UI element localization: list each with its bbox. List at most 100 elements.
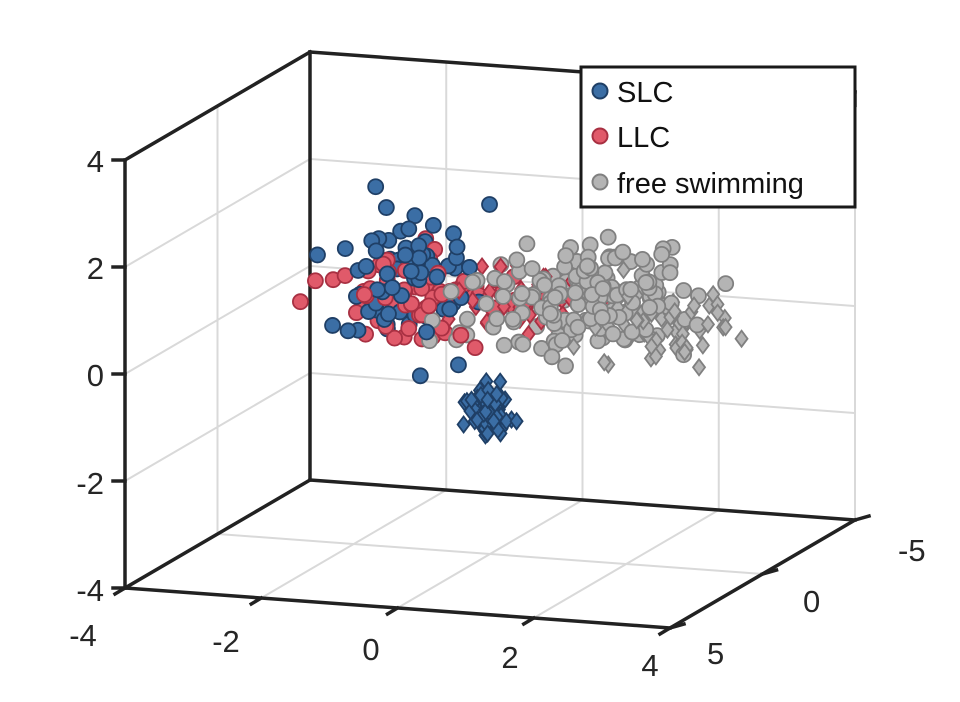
- data-point-free-swimming-diamond: [616, 260, 631, 280]
- data-point-slc: [424, 216, 442, 234]
- data-point-llc: [466, 339, 484, 357]
- data-point-free-swimming: [661, 264, 679, 282]
- tick-marks: [111, 158, 872, 637]
- data-point-slc: [428, 268, 446, 286]
- data-point-free-swimming-diamond: [677, 342, 692, 362]
- data-point-free-swimming: [518, 235, 536, 253]
- data-point-slc-diamond: [509, 411, 524, 431]
- legend-label-slc: SLC: [617, 77, 673, 109]
- data-point-free-swimming: [599, 228, 617, 246]
- z-tick-label-neg4: -4: [76, 573, 104, 608]
- legend-box: [579, 65, 857, 209]
- data-point-free-swimming: [496, 273, 513, 290]
- z-tick-label-4: 4: [87, 144, 104, 179]
- data-point-free-swimming: [514, 335, 532, 353]
- data-point-slc-diamond: [478, 402, 493, 422]
- data-point-free-swimming: [541, 305, 559, 323]
- data-point-slc: [396, 246, 414, 264]
- data-point-slc-diamond: [480, 424, 495, 444]
- data-point-free-swimming: [566, 284, 584, 302]
- data-point-slc-diamond: [456, 414, 471, 434]
- legend: SLC LLC free swimming: [579, 65, 857, 209]
- data-point-llc: [452, 326, 470, 344]
- data-point-llc-diamond: [474, 256, 490, 276]
- data-point-free-swimming-diamond: [700, 314, 716, 334]
- legend-marker-free-swimming: [591, 173, 609, 191]
- y-tick-mark: [667, 621, 687, 631]
- data-point-free-swimming-diamond: [691, 357, 707, 377]
- x-tick-mark: [521, 615, 537, 627]
- data-point-slc: [481, 196, 498, 213]
- data-point-slc: [383, 279, 401, 296]
- data-point-llc: [355, 286, 373, 304]
- data-point-slc-diamond: [489, 384, 504, 404]
- data-point-slc-diamond: [480, 390, 495, 410]
- left-wall-grid-line: [123, 371, 312, 483]
- data-point-free-swimming: [495, 336, 513, 354]
- data-point-free-swimming: [513, 285, 531, 302]
- data-point-slc: [378, 265, 396, 283]
- x-tick-mark: [657, 625, 673, 637]
- data-point-slc: [410, 249, 428, 267]
- floor-grid-line: [216, 532, 764, 576]
- data-point-free-swimming: [634, 250, 651, 268]
- back-floor-edge: [308, 478, 857, 522]
- data-point-slc: [418, 323, 435, 341]
- data-point-free-swimming: [543, 348, 561, 366]
- y-tick-label-neg5: -5: [898, 533, 926, 568]
- data-point-free-swimming: [614, 243, 632, 261]
- data-point-free-swimming-diamond: [597, 352, 612, 372]
- data-point-slc: [367, 178, 385, 196]
- data-point-slc: [377, 199, 395, 216]
- x-tick-label-2: 2: [501, 640, 518, 675]
- data-point-free-swimming: [508, 251, 526, 269]
- data-point-free-swimming: [622, 281, 640, 298]
- x-tick-label-4: 4: [641, 648, 658, 683]
- y-tick-label-5: 5: [707, 636, 724, 671]
- left-wall-grid-line: [123, 264, 312, 376]
- data-point-slc: [402, 262, 420, 280]
- data-point-free-swimming: [653, 245, 671, 263]
- data-point-free-swimming: [641, 299, 658, 316]
- data-point-slc: [380, 305, 397, 323]
- data-point-free-swimming: [458, 310, 476, 328]
- y-tick-mark: [760, 567, 779, 577]
- data-point-free-swimming: [477, 295, 495, 313]
- data-point-free-swimming-diamond: [718, 317, 733, 337]
- data-points: [292, 178, 749, 445]
- data-point-slc: [336, 240, 354, 258]
- z-tick-label-2: 2: [87, 251, 104, 286]
- legend-label-llc: LLC: [617, 122, 670, 154]
- data-point-free-swimming: [594, 280, 612, 298]
- data-point-free-swimming: [494, 288, 512, 305]
- data-point-free-swimming: [536, 276, 553, 294]
- back-wall-grid-line: [308, 371, 857, 415]
- data-point-slc: [441, 300, 459, 318]
- data-point-slc: [448, 238, 466, 256]
- data-point-slc: [400, 220, 418, 238]
- data-point-free-swimming: [675, 282, 693, 299]
- z-tick-label-0: 0: [87, 358, 104, 393]
- data-point-free-swimming-diamond: [629, 310, 644, 330]
- data-point-free-swimming: [464, 273, 482, 291]
- x-tick-label-neg2: -2: [212, 624, 240, 659]
- data-point-free-swimming: [442, 283, 460, 301]
- data-point-free-swimming: [604, 325, 622, 343]
- data-point-llc: [400, 320, 418, 337]
- y-tick-label-0: 0: [803, 584, 820, 619]
- data-point-free-swimming: [488, 310, 506, 328]
- x-tick-label-0: 0: [362, 632, 379, 667]
- data-point-free-swimming-diamond: [686, 296, 702, 316]
- data-point-free-swimming: [569, 318, 587, 336]
- data-point-slc-diamond: [486, 411, 501, 431]
- data-point-free-swimming: [578, 257, 596, 275]
- data-point-slc: [339, 322, 357, 340]
- data-point-free-swimming: [523, 260, 541, 278]
- data-point-free-swimming: [593, 309, 611, 326]
- data-point-slc: [367, 242, 385, 260]
- data-point-free-swimming-diamond: [710, 303, 725, 323]
- legend-label-free-swimming: free swimming: [617, 168, 804, 200]
- data-point-free-swimming: [504, 310, 522, 328]
- data-point-slc: [309, 246, 326, 264]
